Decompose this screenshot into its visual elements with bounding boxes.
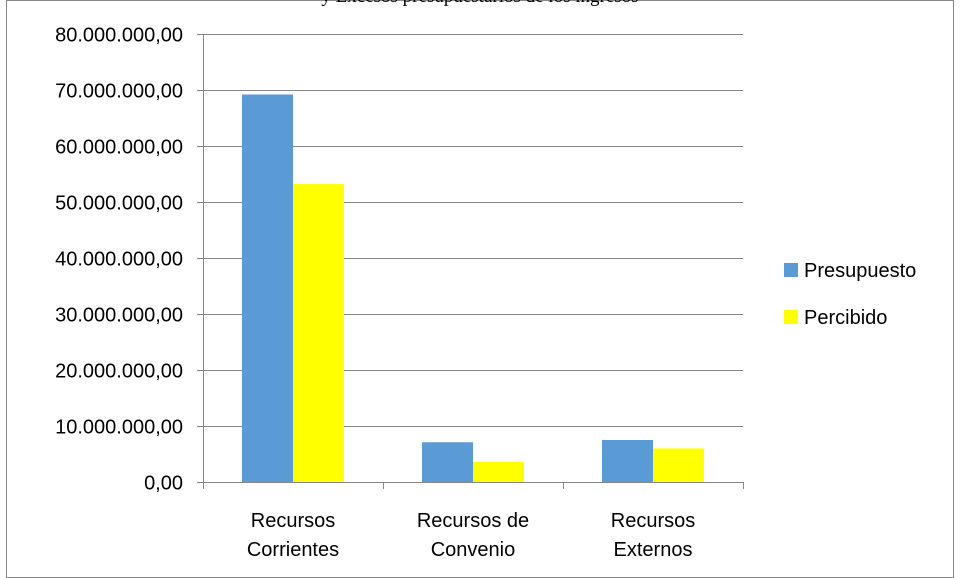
- y-tick-label: 30.000.000,00: [55, 305, 183, 327]
- y-axis: 0,00 10.000.000,00 20.000.000,00 30.000.000…: [55, 25, 204, 495]
- y-tick-label: 80.000.000,00: [55, 25, 183, 47]
- y-tick-label: 20.000.000,00: [55, 361, 183, 383]
- y-tick-label: 10.000.000,00: [55, 417, 183, 439]
- y-tick-label: 70.000.000,00: [55, 81, 183, 103]
- y-tick-label: 0,00: [144, 473, 183, 495]
- bar-presupuesto-1: [242, 94, 293, 482]
- legend-label-percibido: Percibido: [804, 307, 887, 329]
- bar-percibido-1: [293, 184, 344, 482]
- y-tick-label: 50.000.000,00: [55, 193, 183, 215]
- x-axis: Recursos Corrientes Recursos de Convenio Rec…: [203, 482, 744, 561]
- cropped-heading: y Excesos presupuestarios de los ingreso…: [0, 0, 960, 8]
- bar-presupuesto-2: [422, 442, 473, 482]
- legend-swatch-presupuesto: [784, 263, 798, 277]
- x-category-label: Recursos de: [417, 510, 529, 532]
- x-category-label: Recursos: [251, 510, 335, 532]
- bar-percibido-3: [653, 448, 704, 482]
- x-category-label: Externos: [614, 539, 693, 561]
- x-category-label: Convenio: [431, 539, 516, 561]
- legend-swatch-percibido: [784, 310, 798, 324]
- bar-percibido-2: [473, 461, 524, 482]
- y-tick-label: 60.000.000,00: [55, 137, 183, 159]
- bar-presupuesto-3: [602, 440, 653, 482]
- legend: Presupuesto Percibido: [784, 260, 916, 329]
- x-category-label: Recursos: [611, 510, 695, 532]
- x-category-label: Corrientes: [247, 539, 339, 561]
- y-tick-label: 40.000.000,00: [55, 249, 183, 271]
- bars: [242, 94, 704, 482]
- legend-label-presupuesto: Presupuesto: [804, 260, 916, 282]
